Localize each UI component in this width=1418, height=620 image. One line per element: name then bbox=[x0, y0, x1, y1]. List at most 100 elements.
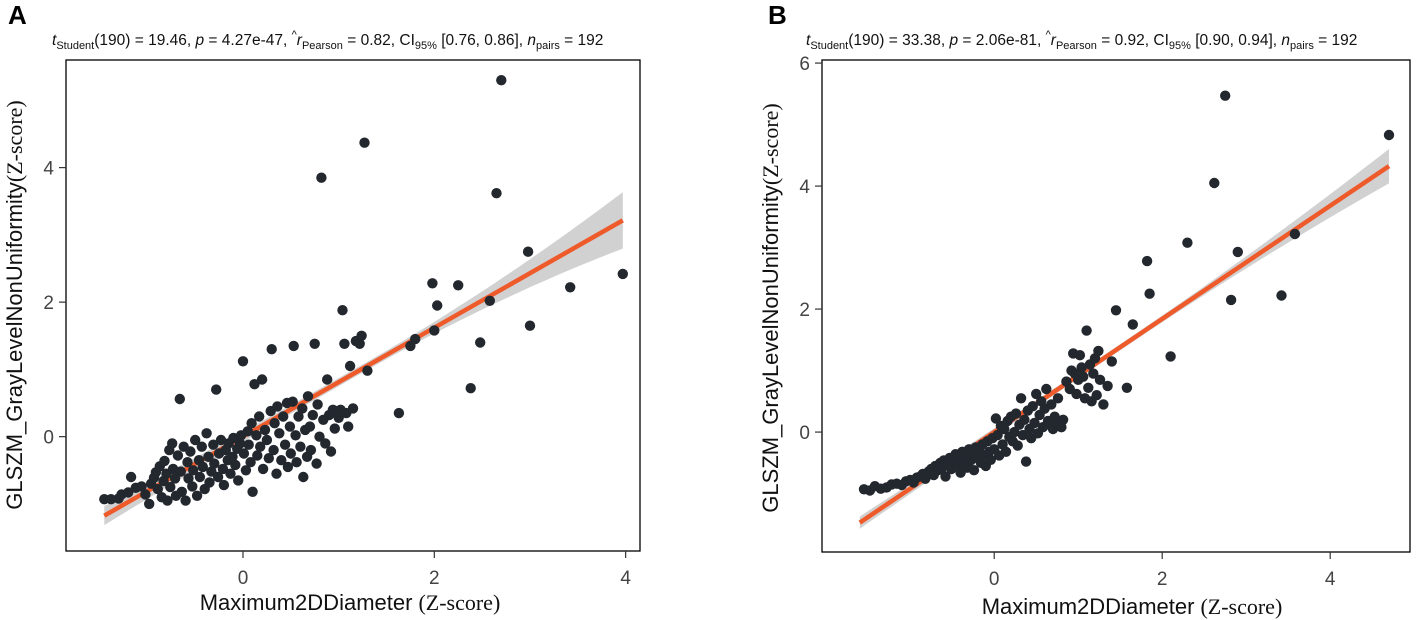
x-tick-label: 2 bbox=[429, 568, 440, 589]
data-point bbox=[144, 498, 155, 510]
y-axis-ticks-b: 0 2 4 6 bbox=[799, 54, 822, 444]
data-point bbox=[209, 458, 220, 469]
ci-symbol: CI bbox=[1153, 32, 1169, 49]
data-point bbox=[172, 450, 184, 461]
ci-symbol: CI bbox=[399, 32, 415, 49]
data-point bbox=[1383, 129, 1395, 141]
data-point bbox=[524, 320, 536, 331]
data-point bbox=[298, 471, 309, 483]
data-point bbox=[180, 495, 191, 506]
panel-label-a: A bbox=[8, 0, 27, 30]
y-axis-ticks-a: 0 2 4 bbox=[43, 159, 66, 449]
data-point bbox=[249, 379, 260, 390]
data-point bbox=[999, 423, 1010, 435]
r-sub: Pearson bbox=[1056, 40, 1097, 52]
x-axis-unit: (Z-score) bbox=[1200, 594, 1282, 619]
plot-frame-b bbox=[821, 59, 1411, 553]
x-tick-label: 0 bbox=[989, 569, 1000, 590]
data-point bbox=[1141, 255, 1153, 267]
data-point bbox=[320, 438, 331, 449]
stats-subtitle-b: tStudent(190) = 33.38, p = 2.06e-81, ^rP… bbox=[806, 29, 1357, 52]
data-point bbox=[255, 441, 266, 452]
data-point bbox=[194, 471, 206, 483]
data-point bbox=[1078, 371, 1089, 382]
data-point bbox=[211, 384, 222, 395]
y-tick-label: 0 bbox=[799, 423, 810, 444]
data-point bbox=[304, 421, 316, 432]
ci-sub: 95% bbox=[1169, 40, 1191, 52]
data-point bbox=[176, 486, 187, 497]
data-point bbox=[1046, 399, 1057, 410]
data-point bbox=[1091, 390, 1102, 401]
data-point bbox=[484, 295, 495, 306]
data-point bbox=[1102, 380, 1113, 392]
data-point bbox=[246, 418, 257, 429]
data-point bbox=[1182, 237, 1193, 248]
data-point bbox=[169, 473, 181, 484]
data-point bbox=[333, 412, 344, 423]
data-point bbox=[1098, 399, 1109, 410]
data-point bbox=[339, 338, 350, 349]
data-point bbox=[263, 453, 274, 464]
x-tick-label: 4 bbox=[1325, 569, 1336, 590]
data-point bbox=[496, 75, 507, 86]
data-point bbox=[284, 421, 296, 432]
data-point bbox=[182, 457, 193, 468]
data-point bbox=[282, 461, 294, 473]
data-point bbox=[279, 439, 291, 450]
y-tick-label: 2 bbox=[799, 300, 810, 321]
y-tick-label: 4 bbox=[43, 159, 54, 180]
x-tick-label: 2 bbox=[1157, 569, 1168, 590]
y-tick-label: 0 bbox=[43, 428, 54, 449]
data-point bbox=[1110, 305, 1122, 316]
data-point bbox=[188, 465, 199, 476]
data-point bbox=[316, 172, 327, 183]
data-point bbox=[254, 411, 265, 422]
data-point bbox=[1209, 177, 1220, 189]
data-point bbox=[1289, 228, 1301, 240]
t-df: (190) bbox=[94, 32, 130, 49]
data-point bbox=[992, 429, 1003, 441]
data-point bbox=[1020, 456, 1032, 467]
data-point bbox=[261, 434, 273, 446]
data-point bbox=[1029, 417, 1040, 429]
data-point bbox=[152, 483, 163, 495]
data-point bbox=[1127, 319, 1139, 330]
data-point bbox=[302, 391, 314, 402]
data-point bbox=[1144, 288, 1155, 299]
data-point bbox=[290, 430, 301, 441]
data-point bbox=[259, 424, 271, 436]
x-axis-ticks-b: 0 2 4 bbox=[989, 552, 1336, 590]
r-value: = 0.92, bbox=[1097, 32, 1153, 49]
data-point bbox=[1094, 374, 1106, 385]
data-point bbox=[295, 441, 306, 452]
data-point bbox=[990, 413, 1002, 424]
y-axis-title-b: GLSZM_GrayLevelNonUniformity(Z-score) bbox=[758, 103, 783, 513]
data-point bbox=[1000, 446, 1012, 457]
data-point bbox=[287, 396, 298, 407]
data-point bbox=[218, 479, 230, 491]
y-tick-label: 4 bbox=[799, 177, 810, 198]
data-point bbox=[968, 465, 980, 476]
r-sub: Pearson bbox=[302, 40, 343, 52]
r-symbol: r bbox=[297, 32, 303, 49]
p-symbol: p bbox=[195, 32, 205, 49]
plot-area-a: 0 2 4 0 2 4 bbox=[43, 59, 641, 589]
data-point bbox=[1220, 90, 1231, 101]
data-point bbox=[985, 454, 996, 465]
data-point bbox=[233, 475, 244, 486]
data-point bbox=[251, 430, 262, 441]
data-point bbox=[271, 468, 282, 479]
y-axis-unit: (Z-score) bbox=[2, 100, 27, 182]
data-point bbox=[465, 383, 476, 394]
data-point bbox=[1027, 401, 1039, 412]
data-point bbox=[309, 338, 320, 349]
data-point bbox=[204, 477, 215, 488]
data-point bbox=[257, 463, 269, 475]
p-value: = 4.27e-47, bbox=[204, 32, 291, 49]
n-symbol: n bbox=[527, 32, 536, 49]
data-point bbox=[453, 280, 464, 291]
t-symbol: t bbox=[52, 32, 57, 49]
data-point bbox=[347, 403, 359, 414]
data-point bbox=[432, 300, 443, 311]
